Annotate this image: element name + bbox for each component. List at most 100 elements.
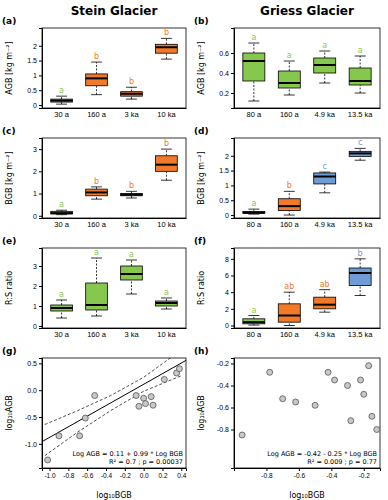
point	[374, 427, 380, 433]
tick: 4	[225, 289, 234, 296]
tick-label: 2	[33, 43, 37, 50]
column-title: Stein Glacier	[71, 4, 158, 18]
tick: 8	[225, 256, 234, 263]
box-body	[86, 189, 108, 196]
tick-mark	[181, 468, 182, 471]
tick-mark	[39, 46, 42, 47]
median	[278, 82, 300, 84]
whisker	[96, 196, 97, 199]
tick-mark	[39, 216, 42, 217]
y-axis-title: R:S ratio	[197, 271, 206, 305]
median	[51, 212, 73, 214]
panel: 00.511.52AGB [kg m⁻²](a)Stein Glacier30 …	[2, 4, 187, 119]
whisker-cap	[248, 101, 259, 102]
whisker-cap	[56, 96, 67, 97]
tick: -0.6	[82, 468, 94, 479]
median	[243, 321, 265, 323]
panel-label: (c)	[2, 126, 16, 136]
point	[369, 413, 375, 419]
plot-area	[42, 358, 186, 463]
tick-label: -0.4	[101, 472, 113, 479]
group-letter: a	[251, 33, 256, 42]
group-letter: c	[323, 162, 327, 171]
tick-label: 2	[225, 306, 229, 313]
tick: 3 ka	[124, 328, 139, 339]
whisker	[131, 260, 132, 266]
tick-label: 0	[225, 212, 229, 219]
box	[86, 258, 108, 316]
tick: 13.5 ka	[348, 108, 373, 119]
tick: 0.5	[27, 87, 42, 94]
tick-label: 1	[33, 72, 37, 79]
tick: 80 a	[247, 218, 262, 229]
group-letter: b	[129, 77, 134, 86]
whisker	[360, 156, 361, 160]
whisker-cap	[248, 325, 259, 326]
tick: 160 a	[87, 108, 107, 119]
tick-mark	[39, 194, 42, 195]
box	[278, 292, 300, 325]
tick-label: -0.6	[294, 472, 306, 479]
point	[77, 433, 83, 439]
tick: 1	[225, 182, 234, 189]
whisker	[253, 316, 254, 319]
whisker	[166, 38, 167, 44]
median	[314, 176, 336, 178]
tick-label: 0	[33, 323, 37, 330]
tick: 10 ka	[157, 218, 176, 229]
tick: 10 ka	[157, 108, 176, 119]
category-label: 160 a	[280, 220, 300, 229]
tick: -0.8	[261, 468, 273, 479]
category-label: 10 ka	[157, 110, 176, 119]
category-label: 13.5 ka	[348, 220, 373, 229]
whisker-cap	[284, 95, 295, 96]
whisker-cap	[355, 56, 366, 57]
tick-mark	[364, 468, 365, 471]
whisker-cap	[319, 192, 330, 193]
whisker-cap	[126, 198, 137, 199]
tick-mark	[231, 386, 234, 387]
panel: -1.0-0.50.00.5log₁₀AGB(g)-1.0-0.8-0.6-0.…	[2, 346, 187, 500]
tick-mark	[39, 417, 42, 418]
point	[267, 369, 273, 375]
tick-label: 2	[33, 168, 37, 175]
category-label: 160 a	[280, 110, 300, 119]
panel: -0.8-0.6-0.4-0.2log₁₀AGB(h)-0.8-0.6-0.4-…	[194, 346, 381, 500]
point	[82, 415, 88, 421]
plot-frame	[42, 248, 186, 328]
tick: 160 a	[280, 108, 300, 119]
box	[278, 61, 300, 95]
median	[86, 77, 108, 79]
category-label: 3 ka	[124, 220, 139, 229]
tick: -0.6	[294, 468, 306, 479]
median	[349, 152, 371, 154]
tick: 2	[33, 168, 42, 175]
whisker	[360, 259, 361, 268]
plot-area	[239, 363, 380, 438]
category-label: 30 a	[54, 220, 69, 229]
axis-line	[43, 328, 187, 329]
box-body	[278, 304, 300, 322]
category-label: 3 ka	[124, 110, 139, 119]
box	[314, 290, 336, 313]
box-body	[314, 297, 336, 309]
category-label: 160 a	[87, 330, 107, 339]
annotation: R² = 0.009 ; p = 0.77	[307, 458, 377, 466]
x-axis: 80 a160 a4.9 ka13.5 ka	[235, 328, 381, 339]
tick: 160 a	[280, 328, 300, 339]
group-letter: a	[59, 290, 64, 299]
box	[121, 191, 143, 198]
tick: 30 a	[54, 328, 69, 339]
point	[366, 363, 372, 369]
whisker-cap	[319, 51, 330, 52]
whisker-cap	[161, 180, 172, 181]
whisker-cap	[56, 318, 67, 319]
whisker-cap	[91, 94, 102, 95]
whisker-cap	[284, 61, 295, 62]
tick: 2	[33, 283, 42, 290]
x-axis: 30 a160 a3 ka10 ka	[43, 218, 187, 229]
whisker	[253, 43, 254, 53]
box	[349, 259, 371, 296]
whisker	[360, 56, 361, 68]
tick-label: -0.2	[217, 360, 229, 367]
